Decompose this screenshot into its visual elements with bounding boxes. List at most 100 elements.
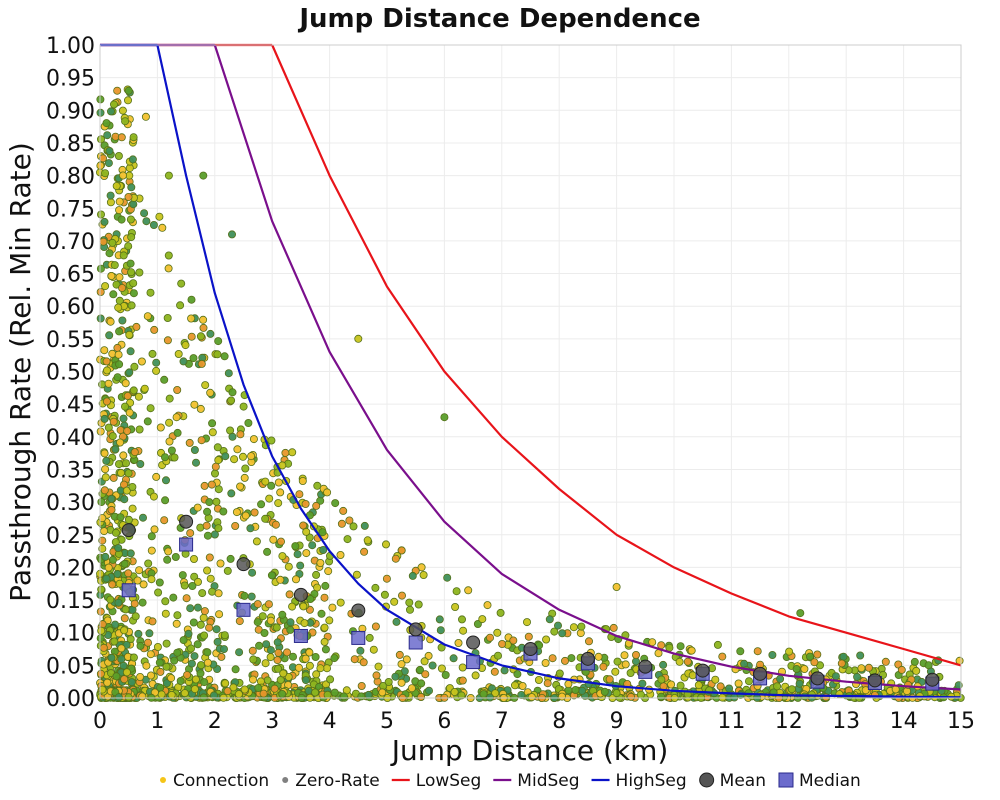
scatter-point — [136, 641, 145, 650]
scatter-point — [142, 217, 151, 226]
median-marker — [293, 628, 308, 643]
scatter-point — [173, 611, 182, 620]
legend-label: Zero-Rate — [295, 771, 380, 791]
scatter-point — [129, 279, 138, 288]
scatter-point — [272, 623, 281, 632]
scatter-point — [203, 566, 212, 575]
scatter-point — [112, 672, 121, 681]
y-tick-label: 0.90 — [46, 99, 95, 124]
scatter-point — [273, 638, 282, 647]
y-tick-label: 0.20 — [46, 556, 95, 581]
scatter-point — [138, 513, 147, 522]
legend-item-highseg: HighSeg — [591, 771, 687, 791]
scatter-point — [787, 685, 796, 694]
scatter-point — [197, 359, 206, 368]
scatter-point — [861, 686, 870, 695]
scatter-point — [123, 391, 132, 400]
scatter-point — [267, 571, 276, 580]
scatter-point — [199, 693, 208, 702]
scatter-point — [284, 673, 293, 682]
scatter-point — [408, 571, 417, 580]
x-tick-label: 0 — [93, 709, 107, 734]
scatter-point — [120, 675, 129, 684]
scatter-point — [288, 652, 297, 661]
scatter-point — [105, 331, 114, 340]
y-tick-label: 0.55 — [46, 328, 95, 353]
scatter-point — [279, 669, 288, 678]
mean-marker — [925, 672, 940, 687]
scatter-point — [128, 482, 137, 491]
scatter-point — [113, 373, 122, 382]
scatter-point — [104, 159, 113, 168]
scatter-point — [441, 671, 450, 680]
scatter-point — [171, 553, 180, 562]
scatter-point — [227, 396, 236, 405]
y-tick-label: 0.45 — [46, 393, 95, 418]
scatter-point — [250, 508, 259, 517]
scatter-point — [230, 455, 239, 464]
scatter-point — [205, 498, 214, 507]
scatter-point — [271, 520, 280, 529]
scatter-point — [112, 181, 121, 190]
scatter-point — [323, 690, 332, 699]
scatter-point — [220, 631, 229, 640]
scatter-point — [187, 332, 196, 341]
scatter-point — [135, 566, 144, 575]
scatter-point — [135, 268, 144, 277]
scatter-point — [518, 682, 527, 691]
scatter-point — [213, 350, 222, 359]
scatter-point — [318, 528, 327, 537]
scatter-point — [130, 599, 139, 608]
scatter-point — [857, 664, 866, 673]
scatter-point — [330, 688, 339, 697]
scatter-point — [110, 100, 119, 109]
scatter-point — [458, 676, 467, 685]
scatter-point — [449, 654, 458, 663]
scatter-point — [226, 554, 235, 563]
scatter-point — [136, 459, 145, 468]
scatter-point — [498, 640, 507, 649]
scatter-point — [357, 692, 366, 701]
scatter-point — [278, 552, 287, 561]
scatter-point — [144, 559, 153, 568]
scatter-point — [102, 397, 111, 406]
scatter-point — [134, 392, 143, 401]
scatter-point — [548, 654, 557, 663]
y-tick-label: 0.35 — [46, 458, 95, 483]
scatter-point — [205, 553, 214, 562]
scatter-point — [149, 220, 158, 229]
scatter-point — [773, 682, 782, 691]
median-marker — [121, 583, 136, 598]
x-tick-label: 13 — [832, 709, 860, 734]
scatter-point — [107, 653, 116, 662]
scatter-point — [378, 688, 387, 697]
scatter-point — [558, 692, 567, 701]
scatter-point — [352, 570, 361, 579]
scatter-point — [118, 106, 127, 115]
scatter-point — [227, 230, 236, 239]
scatter-point — [114, 303, 123, 312]
scatter-point — [98, 514, 107, 523]
scatter-point — [143, 638, 152, 647]
legend-item-connection: Connection — [160, 771, 269, 791]
scatter-point — [120, 559, 129, 568]
scatter-point — [325, 616, 334, 625]
scatter-point — [419, 571, 428, 580]
scatter-point — [356, 646, 365, 655]
scatter-point — [108, 555, 117, 564]
scatter-point — [124, 569, 133, 578]
scatter-point — [146, 288, 155, 297]
scatter-point — [210, 469, 219, 478]
scatter-point — [131, 612, 140, 621]
scatter-point — [813, 650, 822, 659]
scatter-point — [98, 544, 107, 553]
scatter-point — [98, 536, 107, 545]
mean-marker — [408, 622, 423, 637]
mean-marker — [753, 666, 768, 681]
scatter-point — [806, 652, 815, 661]
scatter-point — [321, 645, 330, 654]
scatter-point — [262, 640, 271, 649]
scatter-point — [269, 535, 278, 544]
scatter-point — [147, 532, 156, 541]
scatter-point — [320, 623, 329, 632]
